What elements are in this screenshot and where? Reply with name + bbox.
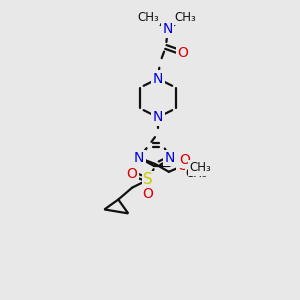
Text: N: N bbox=[153, 72, 163, 86]
Text: CH₃: CH₃ bbox=[186, 167, 207, 180]
Text: CH₃: CH₃ bbox=[175, 11, 196, 24]
Text: CH₃: CH₃ bbox=[137, 11, 159, 24]
Text: S: S bbox=[143, 172, 153, 187]
Text: O: O bbox=[179, 153, 190, 167]
Text: N: N bbox=[134, 151, 144, 165]
Text: O: O bbox=[177, 159, 188, 173]
Text: N: N bbox=[163, 22, 173, 36]
Text: N: N bbox=[165, 151, 175, 165]
Text: O: O bbox=[127, 167, 138, 181]
Text: CH₃: CH₃ bbox=[190, 161, 211, 174]
Text: O: O bbox=[177, 46, 188, 60]
Text: N: N bbox=[153, 110, 163, 124]
Text: O: O bbox=[142, 187, 154, 201]
